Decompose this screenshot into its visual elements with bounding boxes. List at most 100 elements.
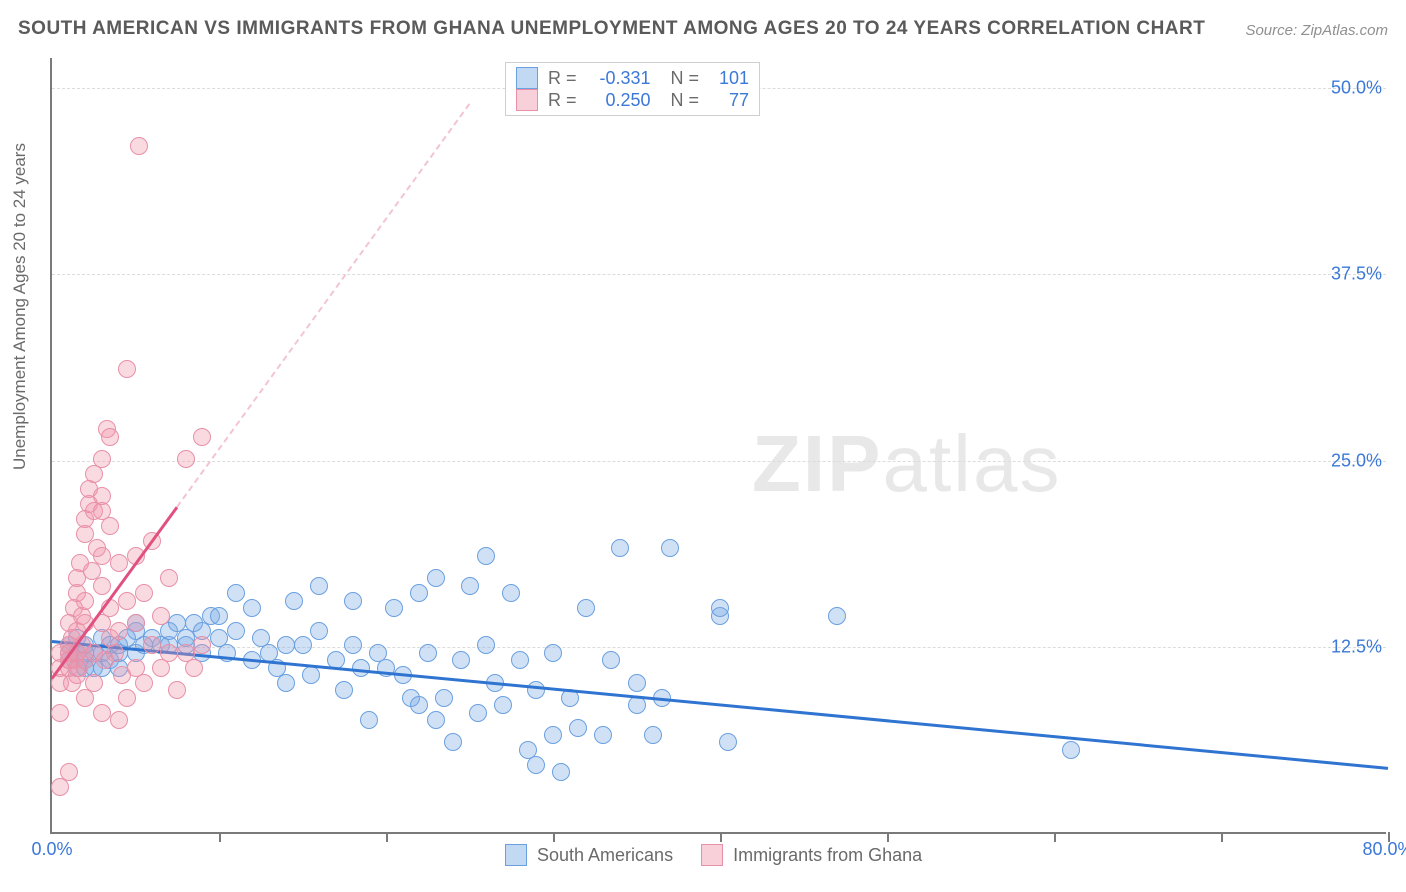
data-point	[494, 696, 512, 714]
x-tick	[1054, 832, 1056, 842]
data-point	[93, 577, 111, 595]
x-tick	[553, 832, 555, 842]
data-point	[101, 517, 119, 535]
legend-label: South Americans	[537, 845, 673, 866]
data-point	[335, 681, 353, 699]
gridline	[52, 647, 1386, 648]
x-tick	[1221, 832, 1223, 842]
data-point	[135, 674, 153, 692]
data-point	[527, 756, 545, 774]
data-point	[1062, 741, 1080, 759]
data-point	[118, 689, 136, 707]
data-point	[185, 659, 203, 677]
r-label: R =	[548, 90, 577, 111]
x-tick-label: 0.0%	[31, 839, 72, 860]
data-point	[711, 599, 729, 617]
y-tick-label: 25.0%	[1331, 450, 1382, 471]
legend-swatch	[701, 844, 723, 866]
data-point	[193, 636, 211, 654]
data-point	[118, 360, 136, 378]
data-point	[177, 450, 195, 468]
data-point	[719, 733, 737, 751]
data-point	[135, 584, 153, 602]
data-point	[152, 607, 170, 625]
data-point	[60, 763, 78, 781]
data-point	[511, 651, 529, 669]
data-point	[93, 487, 111, 505]
data-point	[93, 450, 111, 468]
data-point	[85, 674, 103, 692]
x-tick	[386, 832, 388, 842]
data-point	[644, 726, 662, 744]
data-point	[227, 584, 245, 602]
x-tick-label: 80.0%	[1362, 839, 1406, 860]
trend-line	[176, 103, 470, 507]
data-point	[661, 539, 679, 557]
data-point	[419, 644, 437, 662]
data-point	[110, 711, 128, 729]
x-tick	[887, 832, 889, 842]
y-tick-label: 50.0%	[1331, 77, 1382, 98]
data-point	[452, 651, 470, 669]
data-point	[427, 569, 445, 587]
data-point	[569, 719, 587, 737]
data-point	[277, 636, 295, 654]
legend-swatch	[505, 844, 527, 866]
x-tick	[219, 832, 221, 842]
chart-title: SOUTH AMERICAN VS IMMIGRANTS FROM GHANA …	[18, 18, 1205, 40]
trend-line	[52, 640, 1388, 770]
data-point	[110, 622, 128, 640]
y-tick-label: 37.5%	[1331, 264, 1382, 285]
n-label: N =	[671, 68, 700, 89]
data-point	[310, 577, 328, 595]
legend-label: Immigrants from Ghana	[733, 845, 922, 866]
data-point	[93, 547, 111, 565]
data-point	[193, 428, 211, 446]
data-point	[594, 726, 612, 744]
n-label: N =	[671, 90, 700, 111]
data-point	[101, 428, 119, 446]
data-point	[427, 711, 445, 729]
legend-swatch	[516, 67, 538, 89]
plot-area: ZIPatlas 12.5%25.0%37.5%50.0%0.0%80.0%	[50, 58, 1386, 834]
y-axis-label: Unemployment Among Ages 20 to 24 years	[10, 143, 30, 470]
y-tick-label: 12.5%	[1331, 637, 1382, 658]
series-legend: South Americans Immigrants from Ghana	[505, 844, 940, 866]
legend-swatch	[516, 89, 538, 111]
data-point	[93, 704, 111, 722]
data-point	[544, 726, 562, 744]
data-point	[435, 689, 453, 707]
r-label: R =	[548, 68, 577, 89]
gridline	[52, 461, 1386, 462]
data-point	[410, 584, 428, 602]
data-point	[160, 569, 178, 587]
stats-legend: R =-0.331N =101R = 0.250N = 77	[505, 62, 760, 116]
data-point	[310, 622, 328, 640]
data-point	[227, 622, 245, 640]
data-point	[552, 763, 570, 781]
r-value: -0.331	[587, 68, 651, 89]
stats-legend-row: R = 0.250N = 77	[516, 89, 749, 111]
data-point	[277, 674, 295, 692]
data-point	[294, 636, 312, 654]
data-point	[385, 599, 403, 617]
data-point	[628, 674, 646, 692]
watermark: ZIPatlas	[752, 418, 1061, 510]
data-point	[127, 614, 145, 632]
data-point	[130, 137, 148, 155]
data-point	[611, 539, 629, 557]
data-point	[360, 711, 378, 729]
data-point	[168, 681, 186, 699]
data-point	[828, 607, 846, 625]
data-point	[344, 592, 362, 610]
watermark-bold: ZIP	[752, 419, 882, 508]
data-point	[527, 681, 545, 699]
gridline	[52, 274, 1386, 275]
data-point	[577, 599, 595, 617]
stats-legend-row: R =-0.331N =101	[516, 67, 749, 89]
data-point	[110, 554, 128, 572]
r-value: 0.250	[587, 90, 651, 111]
chart-container: SOUTH AMERICAN VS IMMIGRANTS FROM GHANA …	[0, 0, 1406, 892]
data-point	[160, 644, 178, 662]
data-point	[602, 651, 620, 669]
